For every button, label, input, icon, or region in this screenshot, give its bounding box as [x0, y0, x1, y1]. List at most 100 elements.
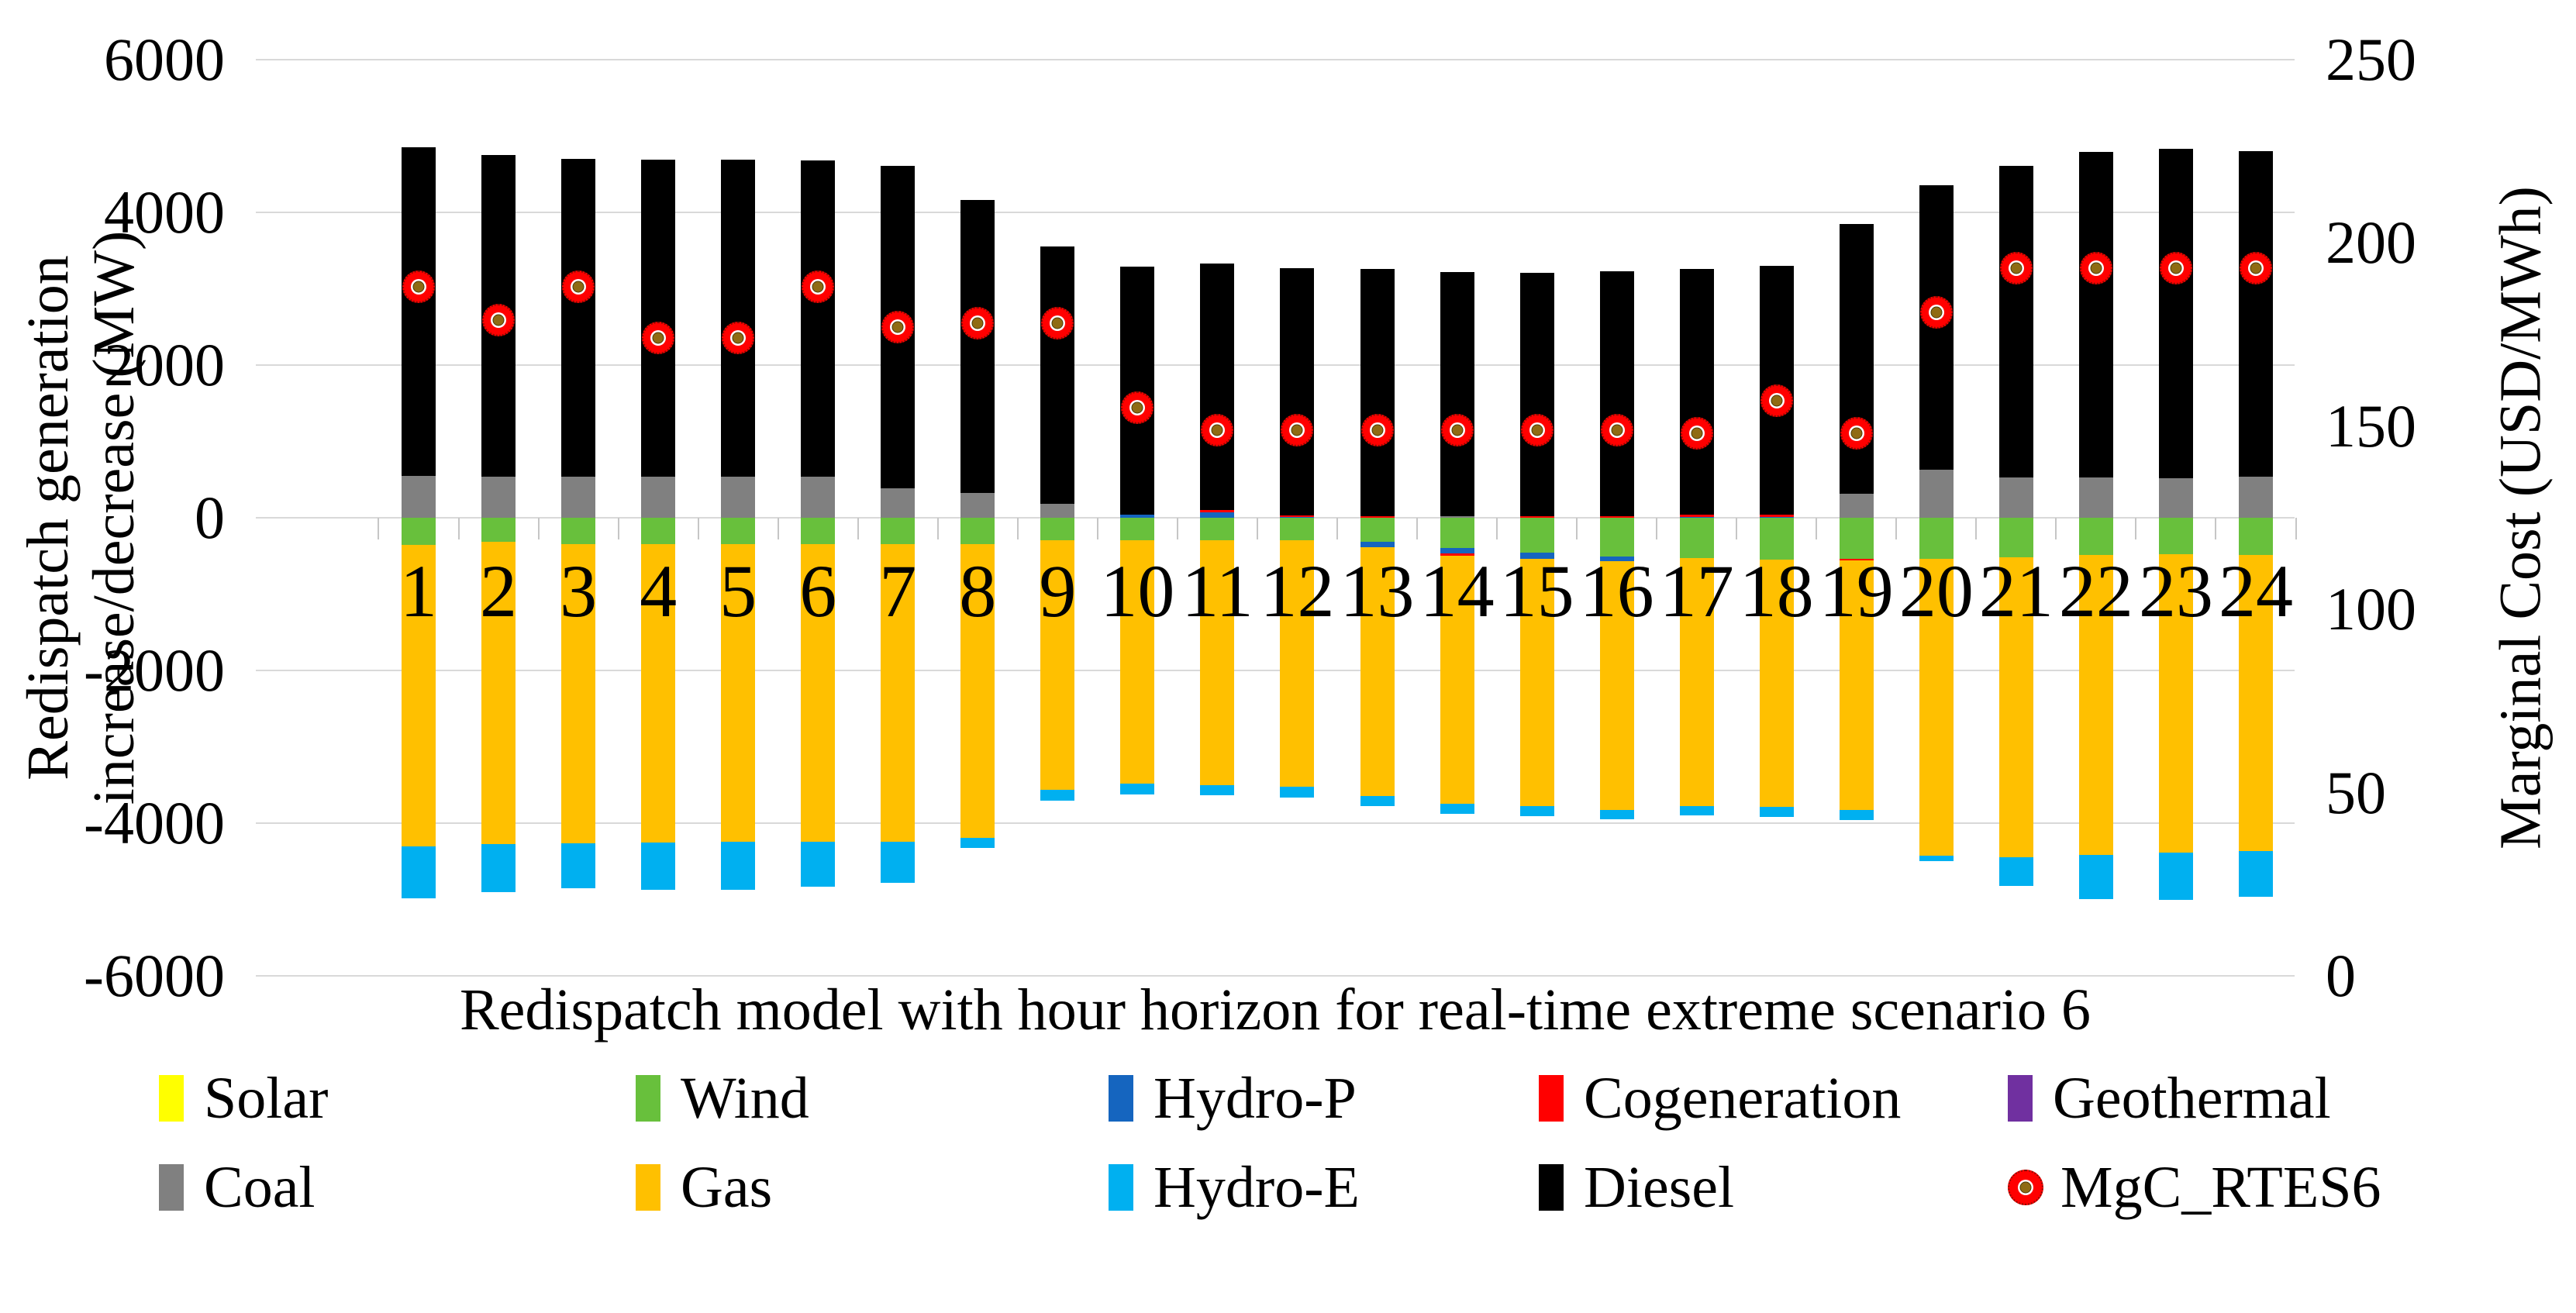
category-axis-tick: [1975, 518, 1978, 539]
mgc-marker-center-dot: [2010, 262, 2023, 274]
y-axis-right-tick-label: 200: [2326, 208, 2416, 277]
y-axis-left-tick-label: -6000: [84, 942, 225, 1009]
category-axis-tick: [1656, 518, 1658, 539]
mgc-marker-center-dot: [1930, 306, 1943, 319]
mgc-marker-center-dot: [1611, 424, 1623, 436]
x-category-label: 4: [640, 550, 678, 632]
legend-label-geothermal: Geothermal: [2053, 1066, 2331, 1131]
category-axis-tick: [1016, 518, 1019, 539]
bar-segment-hydro-e-h22: [2078, 855, 2113, 900]
bar-segment-hydro-e-h6: [801, 842, 836, 887]
bar-segment-diesel-h17: [1679, 269, 1714, 515]
bar-segment-diesel-h19: [1839, 223, 1874, 495]
bar-segment-hydro-e-h2: [481, 843, 516, 892]
bar-segment-cogeneration-h12: [1280, 515, 1315, 517]
legend-swatch-coal: [159, 1164, 184, 1211]
bar-segment-coal-h7: [881, 488, 916, 518]
bar-segment-coal-h23: [2158, 477, 2193, 518]
bar-segment-gas-h20: [1919, 559, 1954, 856]
legend-item-hydro-e: Hydro-E: [1109, 1153, 1360, 1222]
x-category-label: 24: [2219, 550, 2293, 632]
bar-segment-gas-h19: [1839, 560, 1874, 811]
bar-segment-hydro-e-h19: [1839, 810, 1874, 820]
bar-segment-gas-h5: [721, 544, 756, 843]
bar-segment-gas-h3: [561, 544, 596, 843]
legend-marker-mgc-icon: [2008, 1170, 2043, 1205]
mgc-marker-center-dot: [652, 332, 664, 344]
mgc-marker-h22: [2079, 252, 2112, 285]
bar-segment-wind-h5: [721, 518, 756, 545]
legend-label-cogeneration: Cogeneration: [1584, 1066, 1902, 1131]
category-axis-tick: [2295, 518, 2297, 539]
category-axis-tick: [697, 518, 699, 539]
gridline: [256, 517, 2295, 519]
mgc-marker-h11: [1201, 413, 1234, 446]
legend-label-hydro-e: Hydro-E: [1154, 1155, 1360, 1220]
y-axis-left-tick-label: 0: [195, 484, 225, 551]
bar-segment-gas-h13: [1360, 547, 1395, 796]
mgc-marker-h7: [881, 311, 915, 344]
category-axis-tick: [1576, 518, 1578, 539]
bar-segment-hydro-e-h23: [2158, 853, 2193, 900]
legend-label-wind: Wind: [681, 1066, 809, 1131]
x-category-label: 18: [1739, 550, 1814, 632]
x-category-label: 6: [799, 550, 837, 632]
bar-segment-diesel-h22: [2078, 152, 2113, 477]
bar-segment-cogeneration-h16: [1599, 515, 1634, 518]
gridline: [256, 822, 2295, 824]
category-axis-tick: [2135, 518, 2137, 539]
legend-label-solar: Solar: [204, 1066, 329, 1131]
bar-segment-diesel-h16: [1599, 271, 1634, 516]
mgc-marker-center-dot: [1531, 424, 1543, 436]
bar-segment-coal-h20: [1919, 469, 1954, 518]
mgc-marker-h10: [1121, 391, 1154, 425]
category-axis-tick: [1416, 518, 1419, 539]
bar-segment-diesel-h8: [960, 199, 995, 494]
bar-segment-wind-h18: [1759, 518, 1794, 560]
legend-item-hydro-p: Hydro-P: [1109, 1063, 1357, 1133]
category-axis-tick: [1816, 518, 1818, 539]
legend-label-hydro-p: Hydro-P: [1154, 1066, 1357, 1131]
bar-segment-hydro-p-h16: [1599, 556, 1634, 562]
bar-segment-gas-h10: [1120, 539, 1155, 784]
bar-segment-hydro-e-h1: [402, 846, 436, 899]
bar-segment-gas-h21: [1998, 557, 2033, 858]
bar-segment-diesel-h4: [641, 159, 676, 477]
category-axis-tick: [1256, 518, 1258, 539]
mgc-marker-h13: [1360, 413, 1394, 446]
bar-segment-wind-h13: [1360, 518, 1395, 543]
bar-segment-gas-h8: [960, 544, 995, 838]
bar-segment-coal-h4: [641, 476, 676, 518]
mgc-marker-center-dot: [1051, 317, 1064, 329]
bar-segment-gas-h7: [881, 544, 916, 842]
mgc-marker-center-dot: [732, 332, 744, 344]
bar-segment-wind-h4: [641, 518, 676, 545]
mgc-marker-h9: [1041, 307, 1074, 340]
bar-segment-wind-h11: [1200, 518, 1235, 540]
x-category-label: 13: [1340, 550, 1415, 632]
bar-segment-coal-h22: [2078, 477, 2113, 518]
x-axis-title: Redispatch model with hour horizon for r…: [459, 977, 2091, 1042]
category-axis-tick: [1096, 518, 1098, 539]
bar-segment-gas-h24: [2239, 555, 2273, 851]
bar-segment-gas-h15: [1519, 558, 1554, 806]
bar-segment-hydro-e-h18: [1759, 806, 1794, 817]
mgc-marker-center-dot: [1371, 424, 1384, 436]
legend-item-geothermal: Geothermal: [2008, 1063, 2331, 1133]
bar-segment-gas-h1: [402, 545, 436, 847]
bar-segment-gas-h14: [1440, 555, 1474, 804]
legend-item-cogeneration: Cogeneration: [1539, 1063, 1901, 1133]
mgc-marker-h23: [2159, 252, 2192, 285]
bar-segment-wind-h20: [1919, 518, 1954, 560]
bar-segment-coal-h9: [1040, 503, 1075, 518]
y-axis-right-tick-label: 150: [2326, 391, 2416, 460]
bar-segment-hydro-p-h10: [1120, 514, 1155, 518]
bar-segment-cogeneration-h15: [1519, 516, 1554, 518]
bar-segment-diesel-h10: [1120, 267, 1155, 515]
bar-segment-diesel-h13: [1360, 269, 1395, 516]
bar-segment-wind-h16: [1599, 518, 1634, 557]
bar-segment-diesel-h11: [1200, 264, 1235, 511]
bar-segment-wind-h1: [402, 518, 436, 546]
bar-segment-diesel-h15: [1519, 273, 1554, 517]
bar-segment-hydro-e-h15: [1519, 805, 1554, 817]
